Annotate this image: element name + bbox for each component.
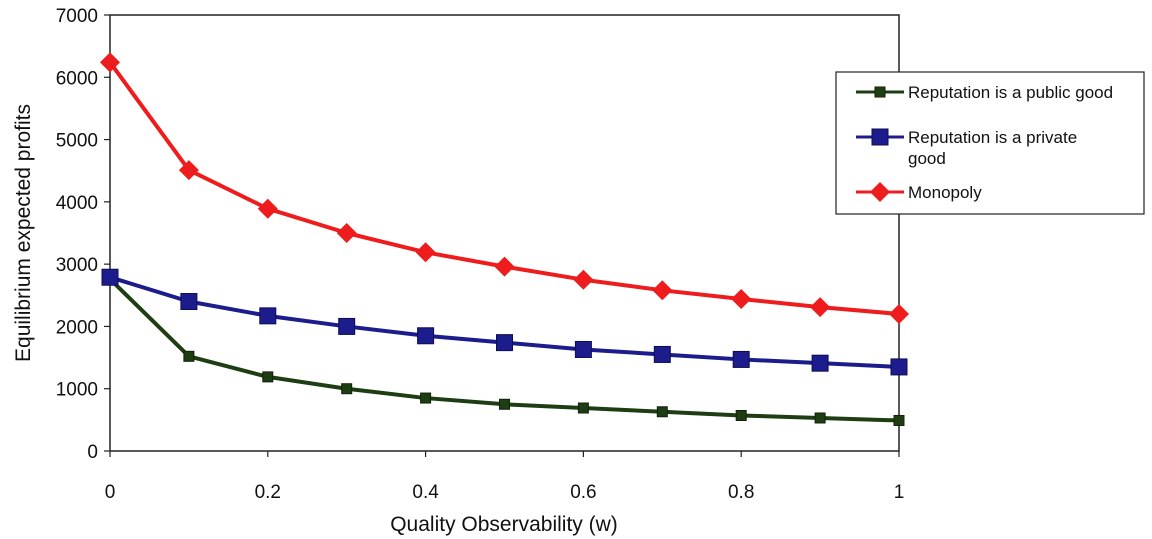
- data-point: [889, 303, 909, 324]
- legend-marker: [870, 182, 890, 202]
- x-tick-label: 1: [894, 482, 905, 503]
- data-point: [259, 307, 277, 325]
- legend: Reputation is a public good Reputation is…: [835, 71, 1145, 215]
- plot-area: [109, 14, 900, 452]
- legend-label: Reputation is a private: [908, 128, 1077, 147]
- legend-item: Reputation is a private good: [856, 128, 1077, 168]
- data-point: [890, 358, 908, 376]
- data-point: [656, 406, 668, 418]
- series-layer: [100, 52, 909, 426]
- x-tick-label: 0: [105, 482, 116, 503]
- y-axis-title: Equilibrium expected profits: [12, 104, 35, 362]
- data-point: [811, 354, 829, 372]
- legend-label: Monopoly: [908, 183, 982, 202]
- data-point: [417, 327, 435, 345]
- series-2: [101, 268, 908, 376]
- data-point: [814, 412, 826, 424]
- data-point: [735, 409, 747, 421]
- data-point: [180, 293, 198, 311]
- y-tick-label: 2000: [56, 317, 98, 338]
- data-point: [573, 269, 594, 290]
- y-tick-label: 7000: [56, 6, 98, 27]
- x-axis: 0 0.2 0.4 0.6 0.8 1: [105, 451, 905, 503]
- y-tick-label: 0: [87, 442, 98, 463]
- legend-items: Reputation is a public good Reputation is…: [856, 83, 1113, 202]
- y-tick-label: 5000: [56, 131, 98, 152]
- x-tick-label: 0.2: [255, 482, 281, 503]
- data-point: [338, 317, 356, 335]
- x-tick-label: 0.6: [570, 482, 596, 503]
- legend-marker: [874, 86, 886, 98]
- series-3: [100, 52, 909, 324]
- legend-marker: [871, 128, 889, 146]
- y-tick-label: 6000: [56, 68, 98, 89]
- data-point: [420, 392, 432, 404]
- legend-label: Reputation is a public good: [908, 83, 1113, 102]
- legend-label: good: [908, 149, 946, 168]
- legend-item: Monopoly: [856, 182, 982, 202]
- data-point: [731, 289, 752, 310]
- data-point: [178, 160, 199, 181]
- data-point: [810, 297, 831, 318]
- data-point: [262, 371, 274, 383]
- data-point: [574, 340, 592, 358]
- x-tick-label: 0.4: [412, 482, 439, 503]
- data-point: [183, 350, 195, 362]
- y-tick-label: 4000: [56, 193, 98, 214]
- data-point: [499, 398, 510, 410]
- series-1: [104, 273, 905, 426]
- data-point: [652, 280, 673, 301]
- y-axis: 0 1000 2000 3000 4000 5000 6000 7000: [56, 6, 110, 463]
- data-point: [494, 256, 515, 277]
- data-point: [257, 198, 278, 219]
- data-point: [653, 345, 671, 363]
- data-point: [101, 268, 119, 286]
- x-tick-label: 0.8: [728, 482, 754, 503]
- data-point: [341, 383, 353, 395]
- data-point: [496, 334, 513, 352]
- data-point: [893, 414, 905, 426]
- data-point: [577, 402, 589, 414]
- y-tick-label: 1000: [56, 380, 98, 401]
- y-tick-label: 3000: [56, 255, 98, 276]
- data-point: [100, 52, 120, 73]
- legend-item: Reputation is a public good: [856, 83, 1113, 102]
- data-point: [415, 242, 436, 263]
- x-axis-title: Quality Observability (w): [390, 513, 618, 536]
- data-point: [732, 350, 750, 368]
- data-point: [336, 223, 357, 243]
